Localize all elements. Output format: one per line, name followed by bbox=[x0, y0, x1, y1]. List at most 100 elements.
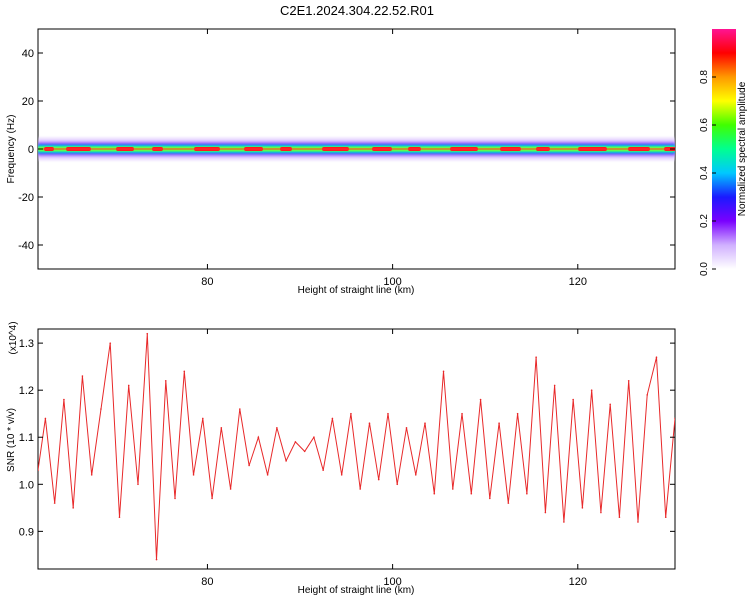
snr-data-point bbox=[38, 469, 39, 471]
colorbar-label: Normalized spectral amplitude bbox=[737, 81, 748, 216]
snr-data-point bbox=[609, 403, 611, 406]
snr-data-point bbox=[322, 469, 324, 471]
snr-data-point bbox=[637, 521, 639, 523]
spectrogram-band bbox=[38, 137, 675, 161]
snr-data-point bbox=[368, 422, 371, 424]
snr-data-point bbox=[377, 478, 380, 481]
colorbar-tick-label: 0.2 bbox=[699, 214, 710, 228]
snr-data-point bbox=[109, 342, 112, 344]
colorbar-tick-label: 0.8 bbox=[699, 70, 710, 84]
snr-data-point bbox=[479, 398, 482, 401]
snr-data-point bbox=[137, 483, 139, 486]
snr-y-tick-label: 1.2 bbox=[19, 385, 34, 397]
colorbar-tick-label: 0.4 bbox=[699, 166, 710, 180]
colorbar: 0.0 0.2 0.4 0.6 0.8 Normalized spectral ampl… bbox=[699, 29, 748, 276]
snr-data-point bbox=[655, 356, 658, 359]
snr-data-point bbox=[442, 370, 445, 373]
snr-data-point bbox=[618, 516, 621, 519]
snr-series-line bbox=[38, 333, 675, 560]
snr-data-point bbox=[331, 417, 334, 420]
snr-data-point bbox=[174, 497, 176, 500]
snr-data-point bbox=[220, 427, 223, 429]
snr-data-point bbox=[183, 370, 186, 373]
snr-y-label: SNR (10 * v/v) bbox=[6, 408, 17, 472]
snr-data-point bbox=[526, 492, 528, 495]
figure-title: C2E1.2024.304.22.52.R01 bbox=[280, 3, 434, 18]
snr-data-point bbox=[248, 464, 250, 467]
snr-data-point bbox=[590, 389, 593, 391]
snr-data-point bbox=[387, 412, 389, 415]
colorbar-tick-label: 0.6 bbox=[699, 118, 710, 132]
snr-x-tick-label: 120 bbox=[569, 576, 587, 588]
spectrogram-y-tick-label: -20 bbox=[18, 192, 34, 204]
snr-data-point bbox=[498, 422, 500, 424]
snr-data-point bbox=[90, 474, 93, 476]
snr-data-point bbox=[211, 497, 213, 500]
snr-data-point bbox=[600, 511, 602, 514]
snr-line-layer bbox=[38, 332, 675, 561]
spectrogram-y-label: Frequency (Hz) bbox=[6, 115, 17, 184]
colorbar-ticks: 0.0 0.2 0.4 0.6 0.8 bbox=[699, 70, 716, 276]
snr-data-point bbox=[63, 398, 65, 401]
spectrogram-panel: 80 100 120 40 20 0 -20 -40 Height of straight l… bbox=[6, 28, 676, 296]
snr-data-point bbox=[433, 492, 436, 495]
spectrogram-y-tick-label: -40 bbox=[18, 240, 34, 252]
snr-panel: 80 100 120 0.9 1.0 1.1 1.2 1.3 Height of straig… bbox=[6, 321, 676, 596]
snr-data-point bbox=[118, 516, 121, 519]
spectrogram-y-tick-label: 40 bbox=[22, 48, 34, 60]
snr-data-point bbox=[72, 507, 74, 509]
snr-data-point bbox=[664, 516, 667, 519]
spectrogram-x-tick-label: 120 bbox=[569, 276, 587, 288]
snr-data-point bbox=[470, 492, 473, 495]
snr-data-point bbox=[100, 408, 102, 410]
snr-data-point bbox=[202, 417, 204, 420]
snr-data-point bbox=[544, 511, 547, 514]
snr-scale-label: (x10^4) bbox=[8, 321, 19, 354]
snr-data-point bbox=[164, 379, 167, 382]
snr-data-point bbox=[285, 459, 287, 462]
snr-data-point bbox=[451, 488, 454, 490]
colorbar-scale bbox=[712, 29, 736, 269]
spectrogram-x-tick-label: 100 bbox=[383, 276, 401, 288]
snr-frame bbox=[37, 328, 676, 570]
snr-data-point bbox=[489, 497, 491, 500]
snr-data-point bbox=[516, 412, 519, 415]
spectrogram-x-tick-label: 80 bbox=[201, 276, 213, 288]
snr-data-point bbox=[405, 427, 408, 429]
snr-data-point bbox=[127, 384, 130, 387]
snr-data-point bbox=[553, 384, 556, 387]
snr-data-point bbox=[313, 436, 315, 439]
snr-data-point bbox=[563, 521, 565, 523]
snr-data-point bbox=[155, 558, 158, 561]
snr-data-point bbox=[646, 394, 649, 396]
snr-data-point bbox=[535, 356, 537, 359]
snr-data-point bbox=[359, 488, 362, 490]
snr-data-point bbox=[81, 375, 84, 377]
snr-x-label: Height of straight line (km) bbox=[298, 585, 415, 596]
snr-x-tick-label: 100 bbox=[383, 576, 401, 588]
snr-data-point bbox=[674, 417, 675, 420]
snr-data-point bbox=[257, 436, 260, 439]
snr-data-point bbox=[396, 483, 399, 486]
snr-data-point bbox=[303, 450, 306, 453]
snr-data-point bbox=[414, 474, 417, 476]
spectrogram-x-label: Height of straight line (km) bbox=[298, 285, 415, 296]
snr-y-tick-label: 1.3 bbox=[19, 338, 34, 350]
snr-data-point bbox=[424, 422, 426, 424]
snr-data-point bbox=[294, 441, 297, 443]
snr-data-point bbox=[581, 507, 584, 509]
snr-axes: 80 100 120 0.9 1.0 1.1 1.2 1.3 bbox=[19, 329, 675, 588]
snr-y-tick-label: 1.1 bbox=[19, 432, 34, 444]
spectrogram-y-tick-label: 20 bbox=[22, 96, 34, 108]
snr-data-point bbox=[53, 502, 56, 504]
snr-y-tick-label: 0.9 bbox=[19, 526, 34, 538]
snr-data-point bbox=[239, 408, 241, 410]
snr-data-point bbox=[350, 412, 352, 415]
snr-data-point bbox=[627, 379, 630, 382]
snr-data-point bbox=[507, 502, 510, 504]
snr-data-point bbox=[44, 417, 47, 420]
snr-data-point bbox=[461, 412, 463, 415]
snr-data-point bbox=[192, 474, 195, 476]
snr-data-point bbox=[229, 488, 232, 490]
